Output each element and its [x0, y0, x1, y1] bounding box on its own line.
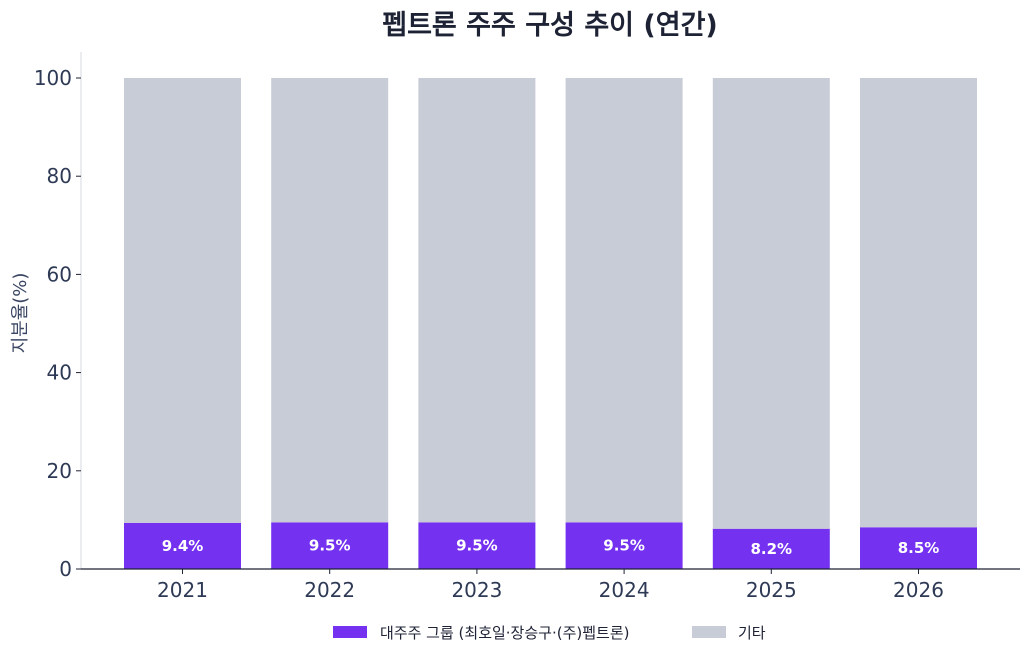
y-tick-label: 40	[47, 361, 72, 385]
x-tick-label: 2023	[451, 578, 502, 602]
axes-layer: 2021 2022 2023 2024 2025 2026 0 20 40 60 80 100	[34, 52, 1020, 602]
bar-major-shareholder	[418, 522, 536, 569]
bar-others	[418, 78, 536, 523]
bar-others	[124, 78, 241, 523]
x-tick-label: 2022	[304, 578, 355, 602]
bar-major-shareholder	[124, 522, 241, 569]
bar-others	[712, 78, 830, 529]
bar-others	[860, 78, 977, 528]
bar-value-label: 8.5%	[898, 539, 940, 557]
x-tick-label: 2025	[746, 578, 797, 602]
legend-label: 기타	[738, 624, 766, 642]
x-tick-label: 2021	[157, 578, 208, 602]
legend-label: 대주주 그룹 (최호일·장승구·(주)펩트론)	[380, 624, 629, 642]
bar-others	[271, 78, 389, 523]
chart-title: 펩트론 주주 구성 추이 (연간)	[382, 10, 718, 41]
y-tick-label: 60	[47, 262, 72, 286]
bar-major-shareholder	[565, 522, 683, 569]
x-tick-label: 2024	[599, 578, 650, 602]
y-tick-label: 0	[59, 557, 72, 581]
bar-major-shareholder	[271, 522, 389, 569]
bar-others	[565, 78, 683, 523]
bar-value-label: 9.4%	[162, 537, 204, 555]
legend-swatch	[692, 626, 726, 638]
y-tick-label: 80	[47, 164, 72, 188]
bar-value-label: 9.5%	[309, 537, 351, 555]
bar-major-shareholder	[712, 528, 830, 569]
bars-layer: 9.4% 9.5% 9.5% 9.5% 8.2% 8.5%	[124, 78, 977, 569]
legend-swatch	[333, 626, 367, 638]
x-tick-label: 2026	[893, 578, 944, 602]
legend: 대주주 그룹 (최호일·장승구·(주)펩트론) 기타	[333, 624, 766, 642]
bar-value-label: 8.2%	[750, 540, 792, 558]
bar-major-shareholder	[860, 527, 977, 569]
y-tick-label: 100	[34, 66, 72, 90]
bar-value-label: 9.5%	[456, 537, 498, 555]
y-tick-label: 20	[47, 459, 72, 483]
bar-value-label: 9.5%	[603, 537, 645, 555]
y-axis-label: 지분율(%)	[10, 273, 31, 354]
